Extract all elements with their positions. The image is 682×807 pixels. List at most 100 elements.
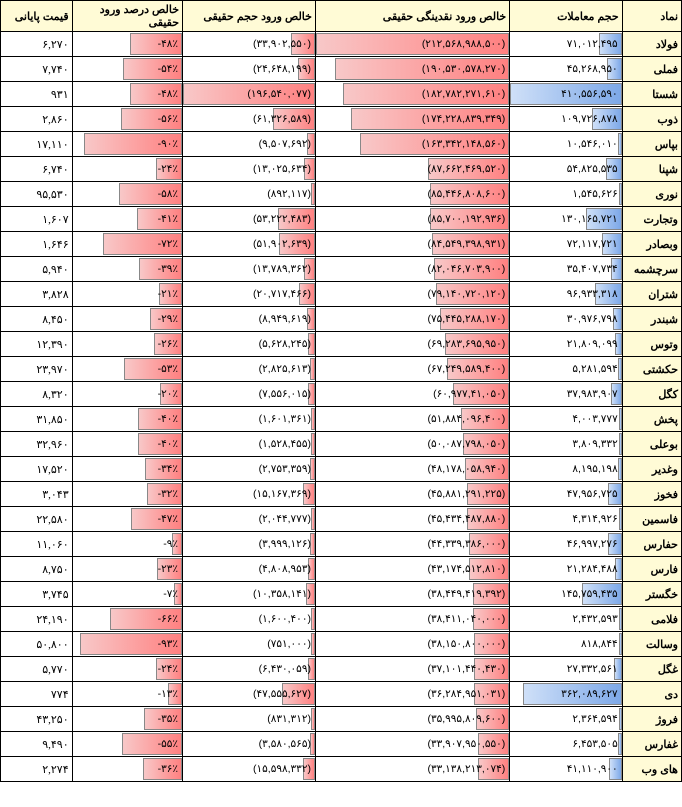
cell-pct: -۲۴٪ xyxy=(72,157,182,182)
cell-liquidity: (۳۸,۴۱۱,۰۴۰,۰۰۰) xyxy=(315,607,509,632)
cell-netvol: (۹,۵۰۷,۶۹۲) xyxy=(183,132,316,157)
cell-symbol: وغدیر xyxy=(622,457,681,482)
cell-symbol: کگل xyxy=(622,382,681,407)
cell-volume: ۲,۴۳۲,۵۹۳ xyxy=(510,607,622,632)
cell-volume: ۸,۱۹۵,۱۹۸ xyxy=(510,457,622,482)
cell-pct: -۲۰٪ xyxy=(72,382,182,407)
cell-symbol: های وب xyxy=(622,757,681,782)
table-row: حفارس۴۶,۹۹۷,۲۷۶(۴۴,۳۳۹,۳۸۶,۰۰۰)(۳,۹۹۹,۱۲… xyxy=(1,532,682,557)
cell-netvol: (۱,۶۰۰,۴۰۰) xyxy=(183,607,316,632)
cell-pct: -۷٪ xyxy=(72,582,182,607)
cell-volume: ۶,۴۵۳,۵۰۵ xyxy=(510,732,622,757)
cell-price: ۴۳,۲۵۰ xyxy=(1,707,73,732)
cell-pct: -۴۱٪ xyxy=(72,207,182,232)
cell-netvol: (۴,۸۰۸,۹۵۳) xyxy=(183,557,316,582)
cell-volume: ۲,۳۶۴,۵۹۴ xyxy=(510,707,622,732)
cell-netvol: (۷,۵۵۶,۰۱۵) xyxy=(183,382,316,407)
cell-liquidity: (۴۳,۱۷۴,۵۱۲,۸۱۰) xyxy=(315,557,509,582)
cell-liquidity: (۴۴,۳۳۹,۳۸۶,۰۰۰) xyxy=(315,532,509,557)
cell-price: ۶,۲۷۰ xyxy=(1,32,73,57)
cell-pct: -۵۶٪ xyxy=(72,107,182,132)
cell-price: ۸,۳۲۰ xyxy=(1,382,73,407)
table-row: وتجارت۱۳۰,۱۶۵,۷۲۱(۸۵,۷۰۰,۱۹۲,۹۳۶)(۵۳,۲۲۲… xyxy=(1,207,682,232)
table-row: فخوز۴۷,۹۵۶,۷۲۵(۴۵,۸۸۱,۲۹۱,۲۲۵)(۱۵,۱۶۷,۳۶… xyxy=(1,482,682,507)
cell-price: ۱۷,۱۱۰ xyxy=(1,132,73,157)
table-row: غفارس۶,۴۵۳,۵۰۵(۳۳,۹۰۷,۹۵۰,۵۵۰)(۳,۵۸۰,۵۶۵… xyxy=(1,732,682,757)
cell-price: ۲,۲۷۴ xyxy=(1,757,73,782)
cell-pct: -۷۲٪ xyxy=(72,232,182,257)
cell-pct: -۹۰٪ xyxy=(72,132,182,157)
cell-volume: ۱۳۰,۱۶۵,۷۲۱ xyxy=(510,207,622,232)
cell-price: ۳,۰۴۳ xyxy=(1,482,73,507)
cell-volume: ۳۵,۴۰۷,۷۳۴ xyxy=(510,257,622,282)
table-row: وتوس۲۱,۸۰۹,۰۹۹(۶۹,۲۸۳,۶۹۵,۹۵۰)(۵,۶۲۸,۲۴۵… xyxy=(1,332,682,357)
cell-netvol: (۶۱,۳۲۶,۵۸۹) xyxy=(183,107,316,132)
cell-price: ۱,۶۴۶ xyxy=(1,232,73,257)
cell-price: ۹,۴۹۰ xyxy=(1,732,73,757)
hdr-symbol: نماد xyxy=(622,1,681,32)
cell-price: ۶,۷۴۰ xyxy=(1,157,73,182)
cell-pct: -۲۱٪ xyxy=(72,282,182,307)
cell-pct: -۴۰٪ xyxy=(72,432,182,457)
cell-volume: ۳۷,۹۸۳,۹۰۷ xyxy=(510,382,622,407)
cell-symbol: حکشتی xyxy=(622,357,681,382)
cell-volume: ۲۱,۲۸۴,۴۸۸ xyxy=(510,557,622,582)
cell-volume: ۵۴,۸۲۵,۵۳۵ xyxy=(510,157,622,182)
cell-symbol: حفارس xyxy=(622,532,681,557)
cell-liquidity: (۷۵,۴۴۵,۲۸۸,۱۷۰) xyxy=(315,307,509,332)
cell-pct: -۴۸٪ xyxy=(72,82,182,107)
cell-pct: -۵۵٪ xyxy=(72,732,182,757)
cell-liquidity: (۴۵,۸۸۱,۲۹۱,۲۲۵) xyxy=(315,482,509,507)
table-row: دی۳۶۲,۰۸۹,۶۲۷(۳۶,۲۸۴,۹۵۱,۰۳۱)(۴۷,۵۵۵,۶۲۷… xyxy=(1,682,682,707)
cell-netvol: (۳۳,۹۰۲,۵۵۰) xyxy=(183,32,316,57)
cell-netvol: (۵۳,۲۲۲,۴۸۳) xyxy=(183,207,316,232)
cell-liquidity: (۳۸,۱۵۰,۸۰۰,۰۰۰) xyxy=(315,632,509,657)
cell-symbol: وبصادر xyxy=(622,232,681,257)
cell-liquidity: (۳۶,۲۸۴,۹۵۱,۰۳۱) xyxy=(315,682,509,707)
cell-symbol: غفارس xyxy=(622,732,681,757)
cell-symbol: بوعلی xyxy=(622,432,681,457)
cell-liquidity: (۸۵,۷۰۰,۱۹۲,۹۳۶) xyxy=(315,207,509,232)
cell-netvol: (۲,۸۲۵,۶۱۳) xyxy=(183,357,316,382)
cell-liquidity: (۵۰,۰۸۷,۷۹۸,۰۵۰) xyxy=(315,432,509,457)
table-row: فلامی۲,۴۳۲,۵۹۳(۳۸,۴۱۱,۰۴۰,۰۰۰)(۱,۶۰۰,۴۰۰… xyxy=(1,607,682,632)
cell-symbol: شبندر xyxy=(622,307,681,332)
cell-netvol: (۵۱,۹۰۲,۶۳۹) xyxy=(183,232,316,257)
cell-netvol: (۱۰,۳۵۸,۱۴۱) xyxy=(183,582,316,607)
cell-netvol: (۱۳,۰۲۵,۶۳۴) xyxy=(183,157,316,182)
cell-liquidity: (۳۵,۹۹۵,۸۰۹,۶۰۰) xyxy=(315,707,509,732)
cell-price: ۲۳,۹۷۰ xyxy=(1,357,73,382)
stock-table: نماد حجم معاملات خالص ورود نقدینگی حقیقی… xyxy=(0,0,682,782)
hdr-pct: خالص درصد ورود حقیقی xyxy=(72,1,182,32)
cell-pct: -۳۹٪ xyxy=(72,257,182,282)
cell-netvol: (۱۵,۵۹۸,۳۳۲) xyxy=(183,757,316,782)
table-row: وغدیر۸,۱۹۵,۱۹۸(۴۸,۱۷۸,۰۵۸,۹۴۰)(۲,۷۵۳,۳۵۹… xyxy=(1,457,682,482)
table-row: شبندر۳۰,۹۷۶,۷۹۸(۷۵,۴۴۵,۲۸۸,۱۷۰)(۸,۹۴۹,۶۱… xyxy=(1,307,682,332)
cell-volume: ۱,۵۴۵,۶۲۶ xyxy=(510,182,622,207)
cell-symbol: فاسمین xyxy=(622,507,681,532)
cell-symbol: وتجارت xyxy=(622,207,681,232)
hdr-netvol: خالص ورود حجم حقیقی xyxy=(183,1,316,32)
cell-price: ۳۱,۸۵۰ xyxy=(1,407,73,432)
cell-netvol: (۲,۷۵۳,۳۵۹) xyxy=(183,457,316,482)
table-row: فروژ۲,۳۶۴,۵۹۴(۳۵,۹۹۵,۸۰۹,۶۰۰)(۸۳۱,۳۱۲)-۳… xyxy=(1,707,682,732)
cell-price: ۲۴,۱۹۰ xyxy=(1,607,73,632)
cell-netvol: (۸۳۱,۳۱۲) xyxy=(183,707,316,732)
cell-netvol: (۱۵,۱۶۷,۳۶۹) xyxy=(183,482,316,507)
cell-volume: ۴,۰۰۳,۷۷۷ xyxy=(510,407,622,432)
cell-liquidity: (۱۷۴,۲۲۸,۸۳۹,۳۴۹) xyxy=(315,107,509,132)
cell-price: ۸,۷۵۰ xyxy=(1,557,73,582)
cell-netvol: (۱۹۶,۵۴۰,۰۷۷) xyxy=(183,82,316,107)
cell-price: ۵,۹۴۰ xyxy=(1,257,73,282)
hdr-volume: حجم معاملات xyxy=(510,1,622,32)
table-row: فملی۴۵,۲۶۸,۹۵۰(۱۹۰,۵۳۰,۵۷۸,۲۷۰)(۲۴,۶۴۸,۱… xyxy=(1,57,682,82)
cell-volume: ۴۷,۹۵۶,۷۲۵ xyxy=(510,482,622,507)
cell-symbol: فارس xyxy=(622,557,681,582)
table-row: کگل۳۷,۹۸۳,۹۰۷(۶۰,۹۷۷,۴۱,۰۵۰)(۷,۵۵۶,۰۱۵)-… xyxy=(1,382,682,407)
cell-price: ۳۲,۹۶۰ xyxy=(1,432,73,457)
cell-symbol: وتوس xyxy=(622,332,681,357)
cell-price: ۱۷,۵۲۰ xyxy=(1,457,73,482)
cell-volume: ۷۱,۰۱۲,۴۹۵ xyxy=(510,32,622,57)
cell-pct: -۲۶٪ xyxy=(72,332,182,357)
table-row: وسالت۸۱۸,۸۴۴(۳۸,۱۵۰,۸۰۰,۰۰۰)(۷۵۱,۰۰۰)-۹۳… xyxy=(1,632,682,657)
